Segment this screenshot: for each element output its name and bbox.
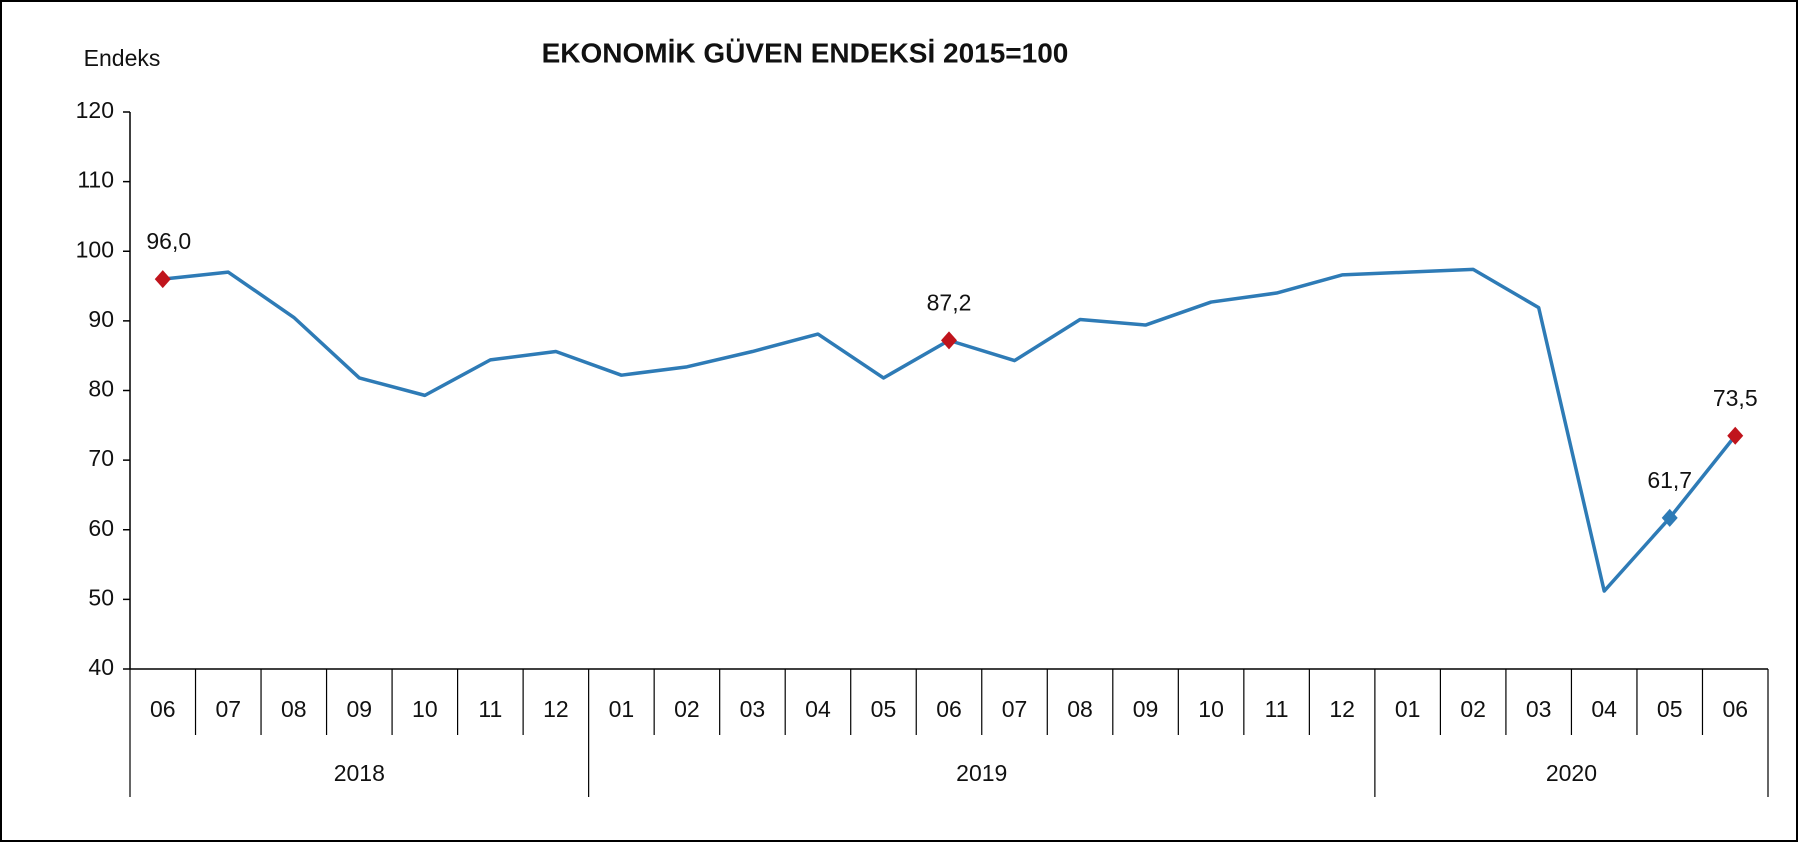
x-tick-label: 01 xyxy=(609,696,635,722)
x-tick-label: 11 xyxy=(478,696,502,722)
x-tick-label: 09 xyxy=(347,696,373,722)
x-tick-label: 05 xyxy=(1657,696,1683,722)
y-tick-label: 60 xyxy=(88,515,114,541)
x-tick-label: 12 xyxy=(543,696,569,722)
x-tick-label: 11 xyxy=(1265,696,1289,722)
x-tick-label: 07 xyxy=(1002,696,1028,722)
y-tick-label: 100 xyxy=(76,236,114,262)
year-label: 2019 xyxy=(956,760,1007,786)
y-tick-label: 50 xyxy=(88,584,114,610)
x-tick-label: 09 xyxy=(1133,696,1159,722)
x-tick-label: 04 xyxy=(805,696,831,722)
x-tick-label: 06 xyxy=(150,696,176,722)
x-tick-label: 10 xyxy=(412,696,438,722)
x-tick-label: 08 xyxy=(281,696,307,722)
data-marker xyxy=(1727,426,1744,445)
y-tick-label: 40 xyxy=(88,654,114,680)
data-label: 87,2 xyxy=(927,289,972,315)
x-tick-label: 10 xyxy=(1198,696,1224,722)
y-tick-label: 80 xyxy=(88,376,114,402)
data-marker xyxy=(154,270,171,289)
x-tick-label: 03 xyxy=(740,696,766,722)
x-tick-label: 01 xyxy=(1395,696,1421,722)
y-tick-label: 70 xyxy=(88,445,114,471)
chart-title: EKONOMİK GÜVEN ENDEKSİ 2015=100 xyxy=(542,37,1069,68)
y-tick-label: 110 xyxy=(77,167,114,193)
y-tick-label: 120 xyxy=(76,97,114,123)
x-tick-label: 04 xyxy=(1591,696,1617,722)
x-tick-label: 06 xyxy=(1722,696,1748,722)
data-label: 96,0 xyxy=(146,228,191,254)
x-tick-label: 06 xyxy=(936,696,962,722)
data-marker xyxy=(941,331,957,350)
y-tick-label: 90 xyxy=(88,306,114,332)
x-tick-label: 12 xyxy=(1329,696,1355,722)
x-tick-label: 03 xyxy=(1526,696,1552,722)
x-tick-label: 05 xyxy=(871,696,897,722)
x-tick-label: 07 xyxy=(215,696,241,722)
x-tick-label: 08 xyxy=(1067,696,1093,722)
data-marker xyxy=(1661,508,1678,527)
year-label: 2018 xyxy=(334,760,385,786)
data-label: 61,7 xyxy=(1647,467,1692,493)
x-tick-label: 02 xyxy=(1460,696,1486,722)
y-axis-label: Endeks xyxy=(84,45,161,71)
year-label: 2020 xyxy=(1546,760,1597,786)
data-label: 73,5 xyxy=(1713,385,1758,411)
x-tick-label: 02 xyxy=(674,696,700,722)
